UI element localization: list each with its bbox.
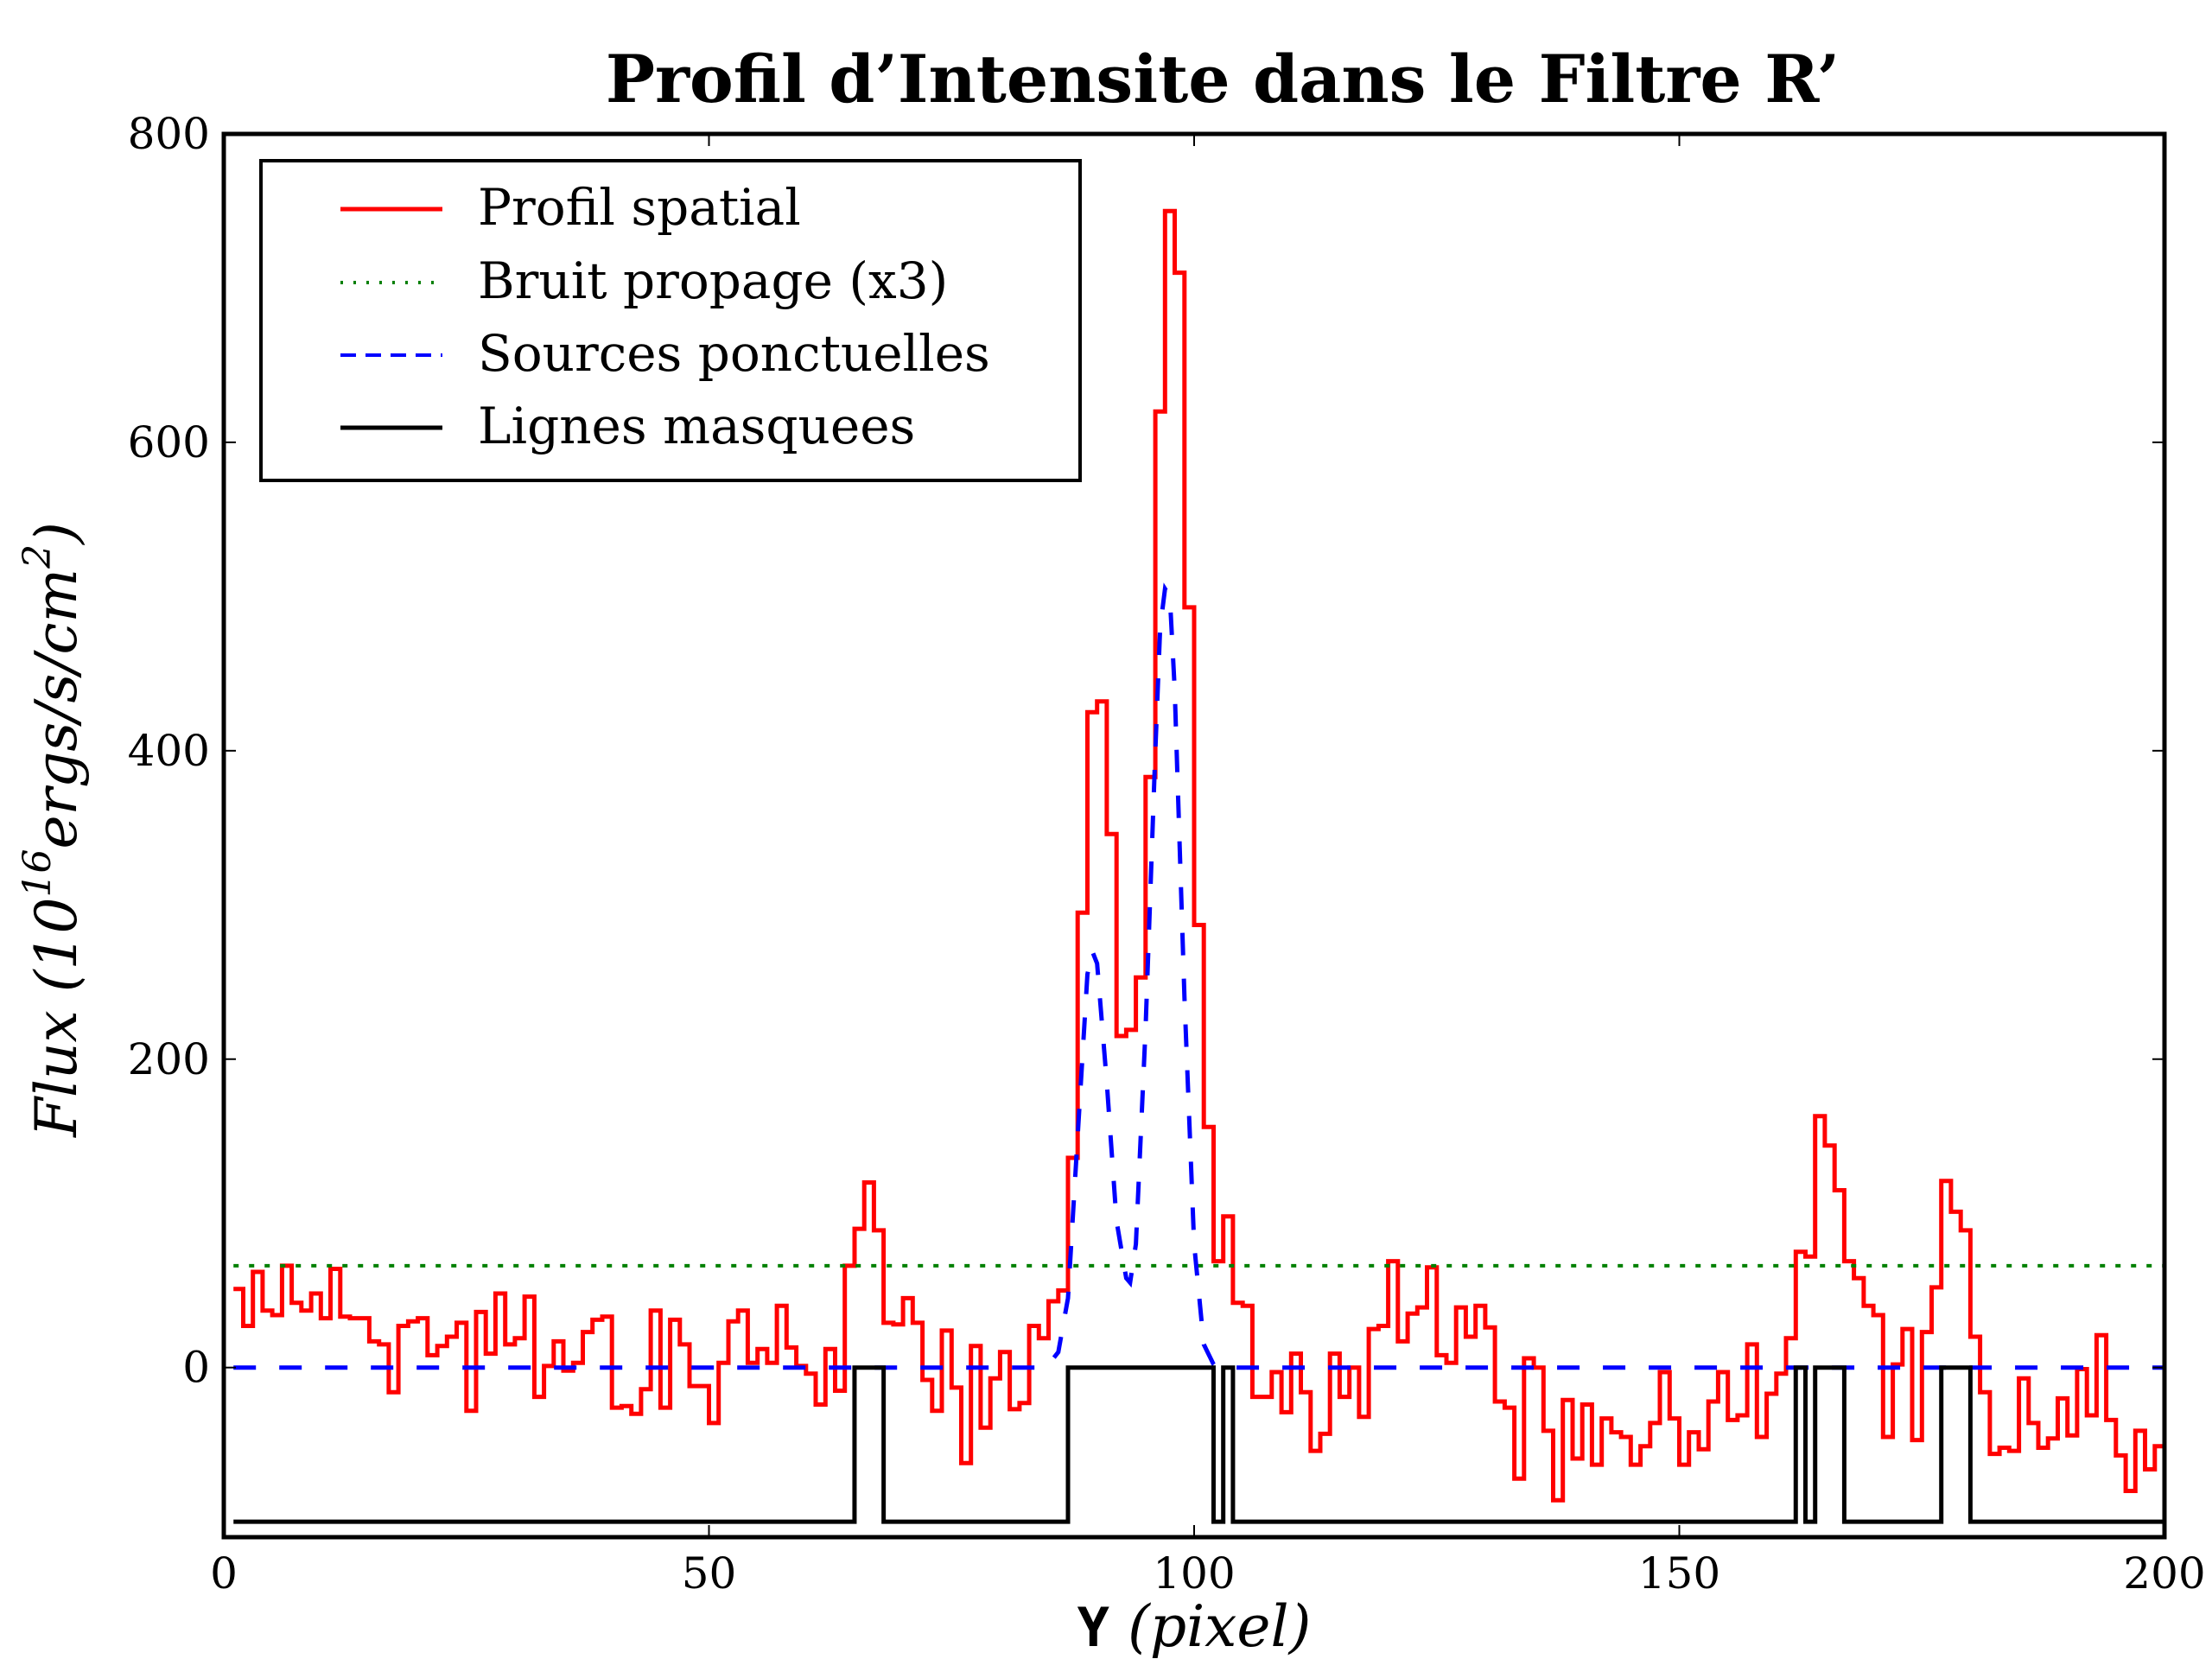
x-axis-label: Y (pixel) xyxy=(1077,1593,1312,1659)
series-lignes-masquees xyxy=(233,1365,2164,1524)
series-layer xyxy=(233,208,2164,1524)
y-tick-label: 0 xyxy=(182,1343,210,1393)
plot-area xyxy=(221,131,2167,1540)
series-sources-ponctuelles xyxy=(233,582,2164,1370)
y-tick-label: 800 xyxy=(128,109,210,159)
y-tick-label: 400 xyxy=(128,726,210,776)
x-tick-label: 150 xyxy=(1638,1548,1720,1599)
y-tick-label: 600 xyxy=(128,417,210,467)
legend: Profil spatial Bruit propage (x3) Source… xyxy=(259,159,1082,482)
x-tick-label: 0 xyxy=(210,1548,238,1599)
legend-label: Bruit propage (x3) xyxy=(478,251,948,310)
chart-title: Profil d’Intensite dans le Filtre R’ xyxy=(606,41,1840,118)
x-tick-label: 200 xyxy=(2123,1548,2205,1599)
y-tick-label: 200 xyxy=(128,1034,210,1084)
y-axis-label: Flux (1016ergs/s/cm2) xyxy=(16,522,90,1138)
x-tick-labels: 0 50 100 150 200 xyxy=(210,1548,2206,1599)
ticks-layer xyxy=(223,133,2165,1537)
y-tick-labels: 0 200 400 600 800 xyxy=(128,109,210,1393)
x-tick-label: 50 xyxy=(682,1548,737,1599)
series-profil-spatial xyxy=(233,208,2164,1503)
legend-label: Profil spatial xyxy=(478,178,801,237)
legend-label: Lignes masquees xyxy=(478,397,915,455)
legend-label: Sources ponctuelles xyxy=(478,324,990,383)
x-tick-label: 100 xyxy=(1153,1548,1235,1599)
